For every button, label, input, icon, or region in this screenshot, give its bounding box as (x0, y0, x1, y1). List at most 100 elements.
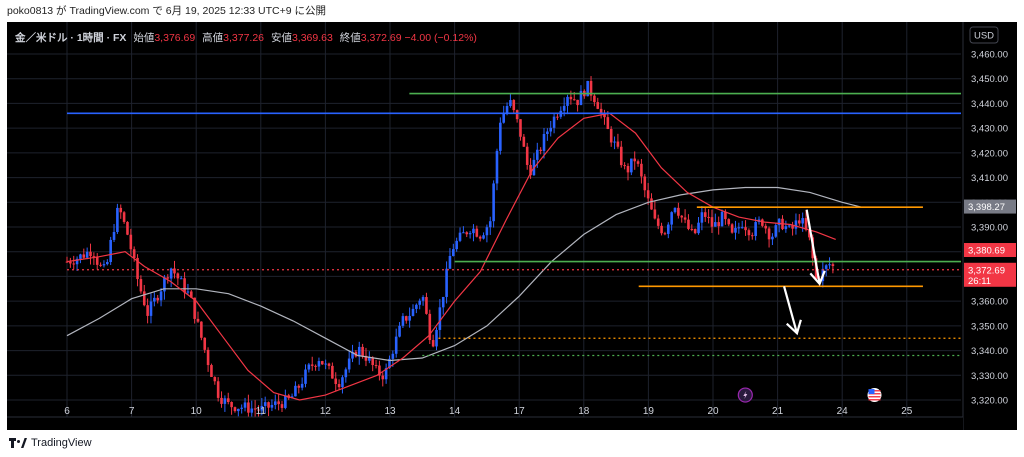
candle (257, 405, 260, 417)
candle (458, 227, 462, 243)
candle (525, 142, 529, 170)
close-value: 3,372.69 (360, 32, 402, 44)
candle-body (193, 297, 196, 319)
candle (344, 367, 348, 383)
price-axis: 3,320.00 3,330.00 3,340.00 3,350.00 3,360.00… (962, 22, 1017, 430)
candle (129, 228, 133, 255)
candle-body (230, 401, 233, 408)
candle (640, 158, 643, 184)
candle (401, 313, 405, 328)
candle-body (374, 365, 378, 367)
candle-body (79, 254, 82, 259)
candle-body (764, 225, 768, 229)
candle-body (304, 369, 307, 384)
candle-body (237, 408, 240, 412)
candle (106, 259, 109, 266)
candle (267, 401, 270, 417)
candle-body (572, 99, 576, 101)
candle-body (263, 402, 267, 406)
candle (666, 222, 670, 239)
candle (260, 398, 264, 416)
y-tick-label: 3,360.00 (971, 297, 1008, 308)
candle (92, 252, 96, 265)
currency-badge[interactable]: USD (969, 26, 999, 44)
candle (502, 105, 505, 124)
candle-body (717, 222, 720, 227)
candle (552, 113, 556, 134)
candle-body (787, 225, 791, 227)
candle-body (546, 131, 549, 135)
candle (831, 262, 835, 274)
candle (200, 321, 203, 341)
candle-body (478, 236, 482, 239)
candle (781, 215, 784, 231)
candle (630, 158, 633, 176)
candle-body (310, 364, 314, 366)
candle-body (737, 227, 741, 229)
candle (89, 243, 92, 265)
candle (499, 117, 502, 155)
close-label: 終値 (339, 32, 361, 44)
y-tick-label: 3,340.00 (971, 346, 1008, 357)
lightning-icon (737, 387, 753, 403)
candle (492, 180, 495, 228)
price-tag-bg (964, 262, 1016, 287)
candle-body (341, 377, 344, 388)
candle (431, 334, 435, 348)
price-chart[interactable]: 3,320.00 3,330.00 3,340.00 3,350.00 3,360.00… (7, 22, 1017, 430)
candle-body (69, 261, 72, 264)
candle-body (771, 236, 774, 240)
candle (226, 392, 230, 405)
candle-body (364, 355, 368, 361)
candle-body (727, 219, 731, 225)
candle (294, 381, 297, 397)
candle-body (462, 232, 465, 234)
candle (220, 391, 223, 408)
candle (253, 400, 257, 418)
candle (687, 214, 690, 231)
candle (478, 235, 482, 242)
candle (122, 211, 126, 224)
candle-body (206, 349, 210, 366)
candle (95, 253, 99, 270)
candle-body (421, 297, 425, 301)
candle-body (455, 240, 458, 250)
candle (116, 203, 119, 235)
candle (730, 223, 734, 234)
candle-body (189, 291, 193, 298)
candle (398, 322, 401, 338)
candle (237, 408, 240, 417)
candle-body (680, 215, 684, 218)
candle (488, 216, 492, 235)
candle (374, 359, 378, 369)
candle (438, 299, 442, 338)
candle-body (529, 164, 532, 176)
candle-body (619, 146, 623, 166)
candle (418, 298, 422, 310)
candle (613, 136, 616, 150)
candle-body (431, 340, 435, 347)
open-value: 3,376.69 (154, 32, 196, 44)
candle (636, 159, 640, 167)
candle (539, 147, 542, 155)
candle-body (136, 257, 139, 280)
candle (65, 256, 69, 263)
candle (240, 404, 243, 414)
x-tick-label: 12 (320, 406, 332, 417)
candle-body (82, 254, 86, 258)
open-label: 始値 (133, 32, 155, 44)
candle (750, 232, 754, 240)
arrow-head (786, 319, 802, 336)
change-value: −4.00 (−0.12%) (404, 32, 477, 44)
candle-body (724, 211, 727, 220)
candle (441, 296, 445, 315)
candle (462, 226, 465, 234)
candle (146, 298, 149, 324)
high-label: 高値 (202, 32, 224, 44)
candle-body (129, 234, 133, 250)
candle (576, 99, 579, 112)
x-tick-label: 19 (643, 406, 655, 417)
chart-panel[interactable]: 金／米ドル · 1時間 · FX 始値3,376.69 高値3,377.26 安… (7, 22, 1017, 430)
candle-body (401, 316, 405, 326)
